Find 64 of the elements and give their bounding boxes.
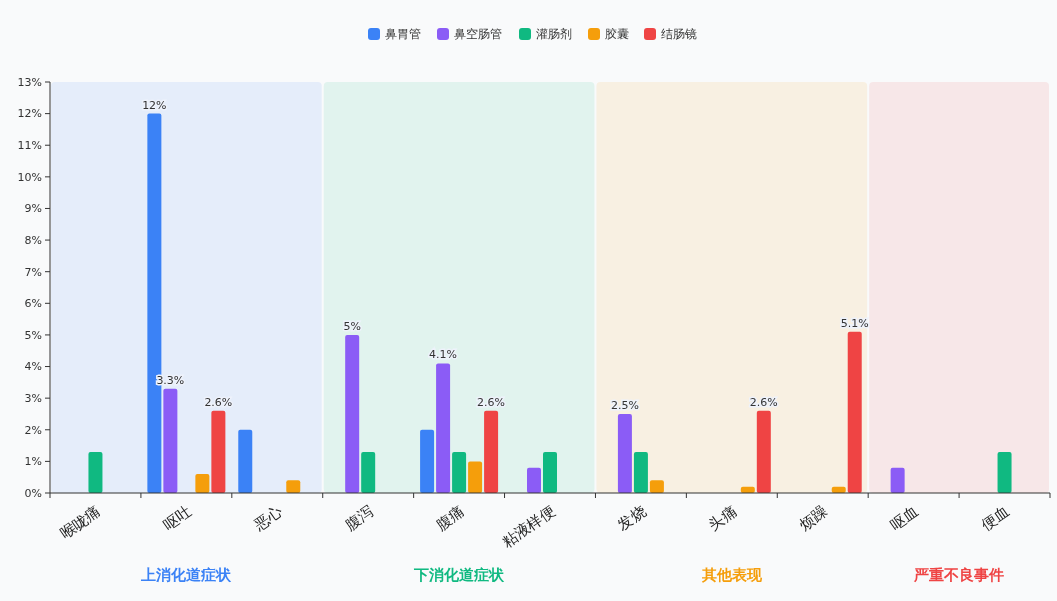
bar: [527, 467, 541, 493]
data-label: 2.5%: [610, 398, 639, 412]
data-label: 5.1%: [840, 316, 869, 330]
band-label: 下消化道症状: [413, 566, 506, 584]
bar: [163, 388, 178, 493]
bar: [420, 429, 435, 493]
legend-label: 鼻空肠管: [454, 27, 502, 42]
data-label: 5%: [343, 319, 361, 333]
y-tick-label: 9%: [24, 202, 42, 216]
bar: [345, 334, 360, 493]
x-tick-label: 喉咙痛: [56, 502, 104, 543]
bar: [890, 467, 905, 493]
bar: [238, 429, 253, 493]
bar: [484, 410, 499, 493]
bar: [633, 451, 648, 493]
x-tick-label: 腹痛: [432, 502, 468, 535]
legend-label: 鼻胃管: [385, 27, 421, 42]
y-tick-label: 8%: [24, 233, 42, 247]
x-tick-label: 恶心: [249, 502, 286, 535]
y-tick-label: 1%: [24, 455, 42, 469]
band-label: 严重不良事件: [913, 566, 1005, 584]
y-tick-label: 2%: [24, 423, 42, 437]
y-tick-label: 7%: [24, 265, 42, 279]
data-label: 4.1%: [429, 348, 458, 362]
y-tick-label: 13%: [17, 75, 42, 89]
bar: [211, 410, 226, 493]
bar: [468, 461, 483, 493]
y-tick-label: 0%: [24, 486, 42, 500]
x-tick-label: 头痛: [705, 502, 741, 535]
y-tick-label: 11%: [17, 139, 42, 153]
y-tick-label: 6%: [24, 297, 42, 311]
x-tick-label: 腹泻: [341, 502, 377, 535]
legend-label: 灌肠剂: [536, 27, 572, 42]
bar: [361, 451, 376, 493]
x-tick-label: 便血: [977, 502, 1013, 535]
y-tick-label: 3%: [24, 392, 42, 405]
band-label: 其他表现: [700, 566, 763, 584]
legend-label: 结肠镜: [661, 27, 697, 42]
bar: [997, 451, 1012, 493]
bar: [286, 480, 301, 493]
x-tick-label: 呕血: [887, 502, 922, 535]
bar: [88, 451, 103, 493]
bar: [195, 474, 210, 493]
bar: [452, 451, 467, 493]
data-label: 12%: [142, 98, 167, 112]
x-tick-label: 发烧: [614, 502, 650, 535]
data-label: 2.6%: [477, 395, 506, 409]
band-label: 上消化道症状: [140, 566, 233, 584]
x-tick-label: 烦躁: [796, 502, 832, 535]
bar: [847, 331, 862, 493]
y-tick-label: 5%: [24, 328, 42, 342]
legend-label: 胶囊: [605, 27, 629, 42]
y-tick-label: 10%: [17, 170, 42, 184]
data-label: 2.6%: [749, 395, 778, 409]
bar: [543, 451, 557, 493]
bar: [617, 413, 632, 493]
y-tick-label: 12%: [17, 107, 42, 121]
y-tick-label: 4%: [24, 360, 42, 374]
bar: [436, 363, 451, 493]
x-tick-label: 粘液样便: [498, 502, 559, 552]
data-label: 2.6%: [204, 395, 233, 409]
bar: [649, 480, 664, 493]
bar: [756, 410, 771, 493]
x-tick-label: 呕吐: [159, 502, 195, 535]
